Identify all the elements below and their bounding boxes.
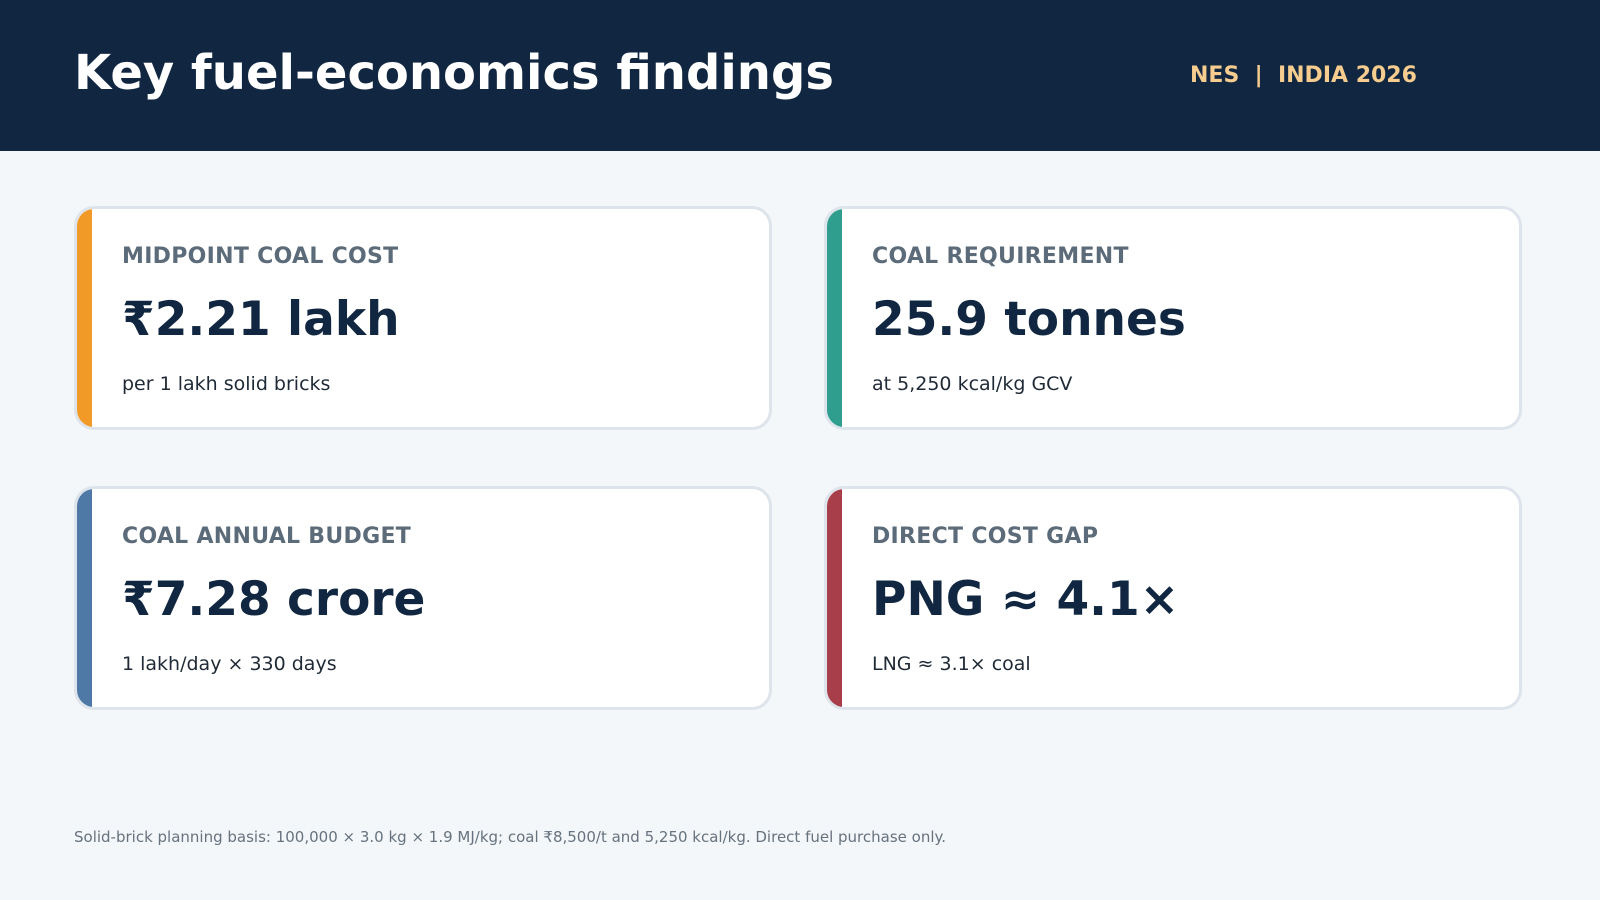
card-accent-bar [827, 489, 842, 707]
card-label: COAL ANNUAL BUDGET [122, 524, 412, 549]
card-direct-cost-gap: DIRECT COST GAP PNG ≈ 4.1× LNG ≈ 3.1× co… [824, 486, 1522, 710]
card-subtext: at 5,250 kcal/kg GCV [872, 373, 1073, 395]
card-subtext: LNG ≈ 3.1× coal [872, 653, 1031, 675]
card-subtext: 1 lakh/day × 330 days [122, 653, 337, 675]
card-midpoint-coal-cost: MIDPOINT COAL COST ₹2.21 lakh per 1 lakh… [74, 206, 772, 430]
card-label: COAL REQUIREMENT [872, 244, 1129, 269]
page-title: Key fuel-economics findings [74, 45, 834, 101]
card-value: 25.9 tonnes [872, 292, 1186, 347]
card-coal-annual-budget: COAL ANNUAL BUDGET ₹7.28 crore 1 lakh/da… [74, 486, 772, 710]
card-value: ₹7.28 crore [122, 572, 426, 627]
card-accent-bar [77, 489, 92, 707]
card-subtext: per 1 lakh solid bricks [122, 373, 331, 395]
header-bar: Key fuel-economics findings NES | INDIA … [0, 0, 1600, 151]
card-value: ₹2.21 lakh [122, 292, 400, 347]
card-accent-bar [827, 209, 842, 427]
header-tag: NES | INDIA 2026 [1190, 63, 1417, 88]
card-coal-requirement: COAL REQUIREMENT 25.9 tonnes at 5,250 kc… [824, 206, 1522, 430]
card-value: PNG ≈ 4.1× [872, 572, 1180, 627]
card-accent-bar [77, 209, 92, 427]
footnote: Solid-brick planning basis: 100,000 × 3.… [74, 828, 946, 846]
card-label: MIDPOINT COAL COST [122, 244, 399, 269]
card-label: DIRECT COST GAP [872, 524, 1099, 549]
